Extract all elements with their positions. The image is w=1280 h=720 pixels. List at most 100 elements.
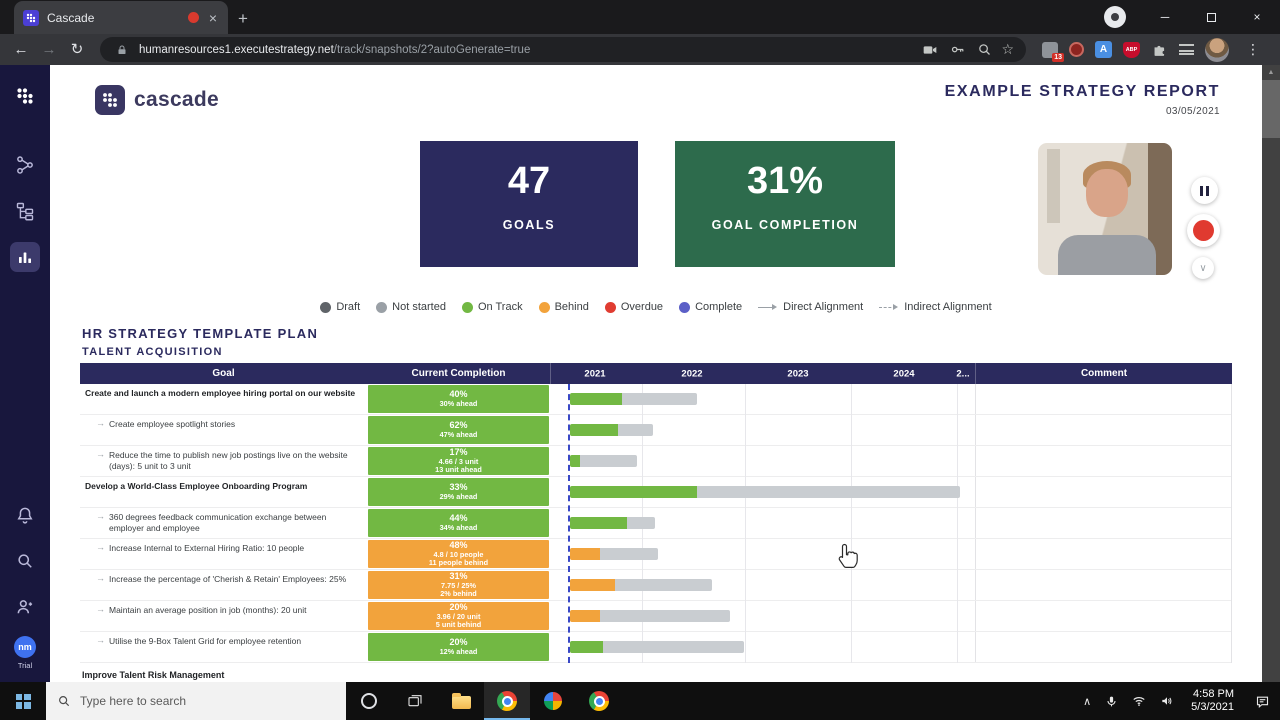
page-scrollbar[interactable]: ▲ — [1262, 65, 1280, 682]
table-row[interactable]: → Increase the percentage of 'Cherish & R… — [80, 570, 1232, 601]
tray-chevron-up-icon[interactable]: ∧ — [1083, 695, 1092, 708]
completion-badge: 31% 7.75 / 25% 2% behind — [368, 571, 549, 599]
comment-cell[interactable] — [975, 477, 1232, 507]
gantt-bar[interactable] — [570, 393, 697, 405]
legend-item: Draft — [320, 301, 360, 313]
gantt-bar[interactable] — [570, 424, 653, 436]
address-bar[interactable]: humanresources1.executestrategy.net/trac… — [100, 37, 1026, 62]
legend-item: On Track — [461, 301, 523, 313]
completion-value: 31% — [746, 160, 824, 202]
profile-avatar[interactable] — [1205, 37, 1229, 62]
browser-tab[interactable]: Cascade × — [14, 1, 228, 34]
gantt-bar-remaining — [600, 610, 730, 622]
volume-icon[interactable] — [1153, 682, 1181, 720]
gantt-bar[interactable] — [570, 610, 730, 622]
table-row[interactable]: Create and launch a modern employee hiri… — [80, 384, 1232, 415]
completion-detail: 7.75 / 25% — [441, 580, 476, 590]
notifications-bell-icon[interactable] — [10, 500, 40, 530]
microphone-icon[interactable] — [1098, 682, 1125, 720]
extension-record-icon[interactable] — [1069, 42, 1084, 57]
search-icon[interactable] — [10, 546, 40, 576]
key-icon[interactable] — [947, 42, 967, 57]
pause-recording-button[interactable] — [1191, 177, 1218, 204]
comment-cell[interactable] — [975, 415, 1232, 445]
invite-user-icon[interactable] — [10, 592, 40, 622]
hierarchy-tree-icon[interactable] — [10, 196, 40, 226]
scrollbar-thumb[interactable] — [1262, 80, 1280, 138]
gantt-bar[interactable] — [570, 486, 960, 498]
scroll-up-icon[interactable]: ▲ — [1267, 69, 1275, 76]
completion-stat-card: 31% GOAL COMPLETION — [675, 141, 895, 267]
completion-badge: 40% 30% ahead — [368, 385, 549, 413]
window-close-button[interactable]: × — [1253, 10, 1261, 24]
window-maximize-button[interactable] — [1188, 0, 1234, 34]
reports-chart-icon[interactable] — [10, 242, 40, 272]
taskbar-clock[interactable]: 4:58 PM 5/3/2021 — [1181, 688, 1244, 715]
task-view-button[interactable] — [392, 682, 438, 720]
pinned-app-button[interactable] — [530, 682, 576, 720]
gantt-bar[interactable] — [570, 579, 712, 591]
extension-badge-icon[interactable]: 13 — [1042, 41, 1064, 62]
bookmark-star-icon[interactable]: ☆ — [1001, 41, 1014, 57]
collapse-controls-button[interactable]: ∨ — [1192, 257, 1214, 279]
chrome-icon — [497, 691, 517, 711]
trial-badge[interactable]: nm Trial — [14, 636, 36, 670]
adblock-icon[interactable]: ABP — [1123, 41, 1140, 58]
media-controls-button[interactable] — [1104, 6, 1126, 28]
gantt-bar[interactable] — [570, 455, 637, 467]
cascade-logo-icon[interactable] — [14, 85, 36, 112]
gantt-bar[interactable] — [570, 548, 658, 560]
comment-cell[interactable] — [975, 601, 1232, 631]
table-row[interactable]: → 360 degrees feedback communication exch… — [80, 508, 1232, 539]
forward-button[interactable]: → — [41, 41, 57, 58]
camera-icon[interactable] — [920, 42, 940, 58]
zoom-icon[interactable] — [974, 42, 994, 57]
gantt-bar-progress — [570, 579, 615, 591]
table-body: Create and launch a modern employee hiri… — [80, 384, 1232, 663]
browser-titlebar: Cascade × + ─ × — [0, 0, 1280, 34]
comment-cell[interactable] — [975, 570, 1232, 600]
comment-cell[interactable] — [975, 539, 1232, 569]
chrome-taskbar-button-active[interactable] — [484, 682, 530, 720]
table-row[interactable]: → Utilise the 9-Box Talent Grid for emplo… — [80, 632, 1232, 663]
webcam-video[interactable] — [1038, 143, 1172, 275]
start-button[interactable] — [0, 682, 46, 720]
puzzle-extensions-icon[interactable] — [1151, 41, 1168, 58]
gantt-bar[interactable] — [570, 517, 655, 529]
window-minimize-button[interactable]: ─ — [1160, 10, 1170, 24]
cortana-button[interactable] — [346, 682, 392, 720]
table-row[interactable]: → Reduce the time to publish new job post… — [80, 446, 1232, 477]
comment-cell[interactable] — [975, 384, 1232, 414]
table-row[interactable]: → Maintain an average position in job (mo… — [80, 601, 1232, 632]
next-section-title: Improve Talent Risk Management — [82, 670, 225, 680]
comment-cell[interactable] — [975, 508, 1232, 538]
new-tab-button[interactable]: + — [238, 9, 248, 28]
completion-percent: 33% — [449, 482, 468, 493]
comment-cell[interactable] — [975, 632, 1232, 662]
chrome-taskbar-button[interactable] — [576, 682, 622, 720]
completion-percent: 20% — [449, 637, 468, 648]
network-nodes-icon[interactable] — [10, 150, 40, 180]
table-row[interactable]: → Increase Internal to External Hiring Ra… — [80, 539, 1232, 570]
file-explorer-button[interactable] — [438, 682, 484, 720]
url-text[interactable]: humanresources1.executestrategy.net/trac… — [139, 44, 913, 56]
network-wifi-icon[interactable] — [1125, 682, 1153, 720]
table-row[interactable]: Develop a World-Class Employee Onboardin… — [80, 477, 1232, 508]
table-row[interactable]: → Create employee spotlight stories 62% 4… — [80, 415, 1232, 446]
tab-close-icon[interactable]: × — [208, 9, 217, 26]
translate-icon[interactable]: A — [1095, 41, 1112, 58]
action-center-icon[interactable] — [1244, 682, 1280, 720]
taskbar-search[interactable]: Type here to search — [46, 682, 346, 720]
gantt-bar[interactable] — [570, 641, 744, 653]
completion-cell: 20% 12% ahead — [367, 632, 550, 662]
browser-menu-icon[interactable]: ⋮ — [1246, 41, 1260, 57]
back-button[interactable]: ← — [13, 41, 29, 58]
pinwheel-app-icon — [544, 692, 562, 710]
reading-list-icon[interactable] — [1179, 44, 1194, 55]
browser-toolbar: ← → ↻ humanresources1.executestrategy.ne… — [0, 34, 1280, 65]
comment-cell[interactable] — [975, 446, 1232, 476]
goal-label: Create employee spotlight stories — [109, 419, 236, 429]
reload-button[interactable]: ↻ — [70, 41, 84, 58]
stop-recording-button[interactable] — [1187, 214, 1220, 247]
lock-icon[interactable] — [112, 44, 132, 56]
